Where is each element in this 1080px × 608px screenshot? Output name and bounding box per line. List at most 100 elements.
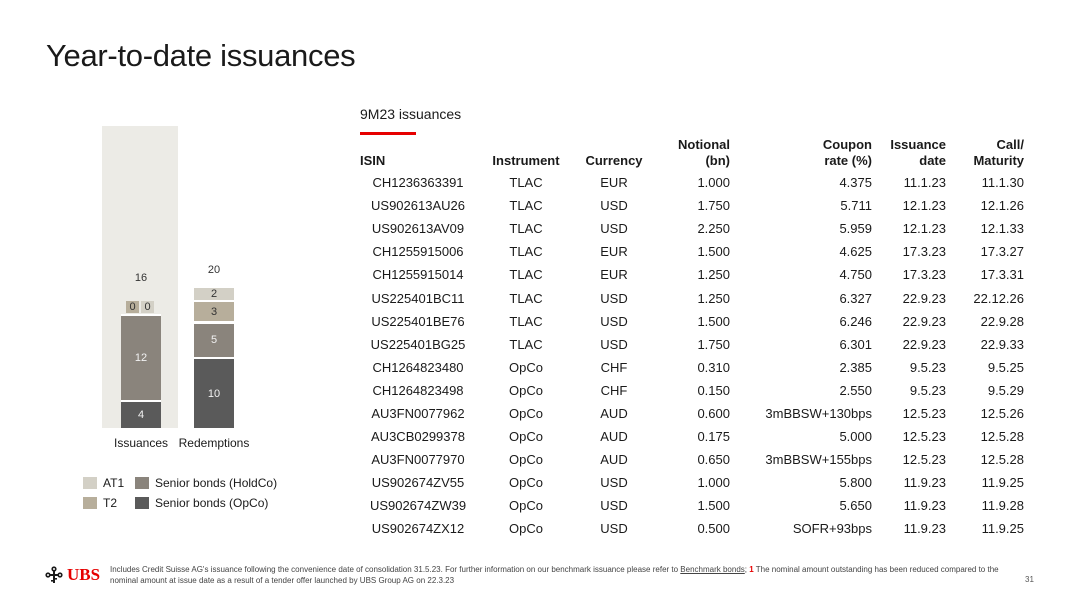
cell-instrument: TLAC — [509, 336, 543, 352]
cell-notional: 1.500 — [697, 313, 730, 329]
bar-segment-issuances-senior-bonds-opco: 4 — [121, 399, 161, 428]
cell-notional: 1.500 — [697, 244, 730, 260]
legend-item-holdco: Senior bonds (HoldCo) — [135, 476, 277, 490]
cell-notional: 0.500 — [697, 521, 730, 537]
cell-issuance-date: 17.3.23 — [902, 244, 946, 260]
cell-issuance-date: 11.9.23 — [903, 475, 946, 491]
cell-currency: USD — [600, 221, 628, 237]
cell-isin: CH1264823480 — [372, 359, 464, 375]
cell-isin: US225401BG25 — [370, 336, 466, 352]
cell-currency: USD — [600, 313, 628, 329]
cell-notional: 0.600 — [697, 405, 730, 421]
cell-maturity: 11.1.30 — [981, 175, 1024, 191]
table-row: US902613AU26 TLAC USD 1.750 5.711 12.1.23 12.1… — [356, 194, 1026, 217]
category-label-redemptions: Redemptions — [178, 436, 250, 450]
cell-coupon: 6.301 — [839, 336, 872, 352]
col-currency: Currency — [585, 153, 643, 168]
table-title: 9M23 issuances — [360, 106, 462, 122]
cell-coupon: 6.246 — [839, 313, 872, 329]
cell-maturity: 17.3.27 — [980, 244, 1024, 260]
stacked-bar-chart: 4 12 0 0 16 Issuances 10 5 3 2 20 Redemptions — [100, 126, 270, 456]
bar-segment-redemptions-senior-bonds-opco: 10 — [194, 357, 234, 428]
cell-coupon: 5.650 — [839, 498, 872, 514]
cell-isin: CH1236363391 — [372, 175, 464, 191]
cell-notional: 1.750 — [697, 198, 730, 214]
legend-swatch-opco — [135, 497, 149, 509]
legend-item-opco: Senior bonds (OpCo) — [135, 496, 268, 510]
cell-instrument: TLAC — [509, 313, 543, 329]
cell-instrument: TLAC — [509, 267, 543, 283]
cell-issuance-date: 22.9.23 — [902, 313, 946, 329]
cell-coupon: 4.625 — [839, 244, 872, 260]
cell-instrument: OpCo — [509, 475, 543, 491]
cell-maturity: 9.5.25 — [987, 359, 1024, 375]
cell-maturity: 9.5.29 — [987, 382, 1024, 398]
title-underline — [360, 132, 416, 135]
cell-coupon: 3mBBSW+155bps — [765, 452, 872, 468]
cell-isin: CH1255915014 — [372, 267, 464, 283]
page-title: Year-to-date issuances — [46, 38, 356, 73]
cell-instrument: TLAC — [509, 175, 543, 191]
cell-isin: AU3FN0077962 — [371, 405, 465, 421]
col-maturity: Call/Maturity — [973, 137, 1024, 168]
table-row: US225401BE76 TLAC USD 1.500 6.246 22.9.23 22.9… — [356, 310, 1026, 333]
cell-notional: 1.000 — [697, 475, 730, 491]
cell-issuance-date: 11.1.23 — [903, 175, 946, 191]
cell-isin: AU3CB0299378 — [371, 429, 465, 445]
col-instrument: Instrument — [492, 153, 560, 168]
cell-currency: EUR — [600, 244, 628, 260]
cell-notional: 1.250 — [697, 290, 730, 306]
table-row: AU3FN0077962 OpCo AUD 0.600 3mBBSW+130bps 12.… — [356, 402, 1026, 425]
cell-instrument: OpCo — [509, 521, 543, 537]
legend-label-holdco: Senior bonds (HoldCo) — [155, 476, 278, 490]
cell-maturity: 12.5.28 — [980, 452, 1024, 468]
cell-maturity: 12.1.26 — [980, 198, 1024, 214]
cell-issuance-date: 12.5.23 — [902, 429, 946, 445]
table-body: CH1236363391 TLAC EUR 1.000 4.375 11.1.23 11.1… — [356, 171, 1026, 541]
col-issuance-date: Issuance date — [890, 137, 946, 168]
cell-maturity: 12.5.26 — [980, 405, 1024, 421]
cell-currency: USD — [600, 521, 628, 537]
cell-issuance-date: 11.9.23 — [903, 521, 946, 537]
issuances-table: ISIN Instrument Currency Notional (bn) Co… — [356, 137, 1026, 541]
cell-instrument: TLAC — [509, 198, 543, 214]
cell-isin: US225401BC11 — [371, 290, 465, 306]
table-row: CH1264823480 OpCo CHF 0.310 2.385 9.5.23 9.5.2… — [356, 356, 1026, 379]
cell-issuance-date: 17.3.23 — [902, 267, 946, 283]
footnote: Includes Credit Suisse AG's issuance fol… — [110, 565, 999, 585]
table-row: US225401BG25 TLAC USD 1.750 6.301 22.9.23 22.9… — [356, 333, 1026, 356]
cell-notional: 0.650 — [697, 452, 730, 468]
cell-currency: USD — [600, 336, 628, 352]
table-row: AU3CB0299378 OpCo AUD 0.175 5.000 12.5.23 12.5… — [356, 425, 1026, 448]
cell-maturity: 22.9.33 — [980, 336, 1024, 352]
cell-maturity: 22.12.26 — [973, 290, 1024, 306]
table-row: US902674ZX12 OpCo USD 0.500 SOFR+93bps 11.9.2… — [356, 517, 1026, 540]
total-label-redemptions: 20 — [207, 264, 221, 276]
cell-issuance-date: 12.5.23 — [902, 405, 946, 421]
cell-issuance-date: 9.5.23 — [909, 382, 946, 398]
legend-label-t2: T2 — [103, 496, 118, 510]
table-row: US902613AV09 TLAC USD 2.250 5.959 12.1.23 12.1… — [356, 217, 1026, 240]
table-row: CH1264823498 OpCo CHF 0.150 2.550 9.5.23 9.5.2… — [356, 379, 1026, 402]
benchmark-bonds-link[interactable]: Benchmark bonds — [680, 565, 745, 574]
cell-maturity: 11.9.25 — [981, 521, 1024, 537]
cell-notional: 1.250 — [697, 267, 730, 283]
total-label-issuances: 16 — [134, 272, 148, 285]
cell-currency: USD — [600, 290, 628, 306]
keys-icon — [45, 566, 63, 583]
cell-maturity: 12.5.28 — [980, 429, 1024, 445]
cell-issuance-date: 11.9.23 — [903, 498, 946, 514]
cell-coupon: SOFR+93bps — [792, 521, 872, 537]
cell-issuance-date: 22.9.23 — [902, 336, 946, 352]
cell-currency: EUR — [600, 267, 628, 283]
ubs-logo: UBS — [44, 565, 100, 585]
cell-notional: 2.250 — [697, 221, 730, 237]
table-row: AU3FN0077970 OpCo AUD 0.650 3mBBSW+155bps 12.… — [356, 448, 1026, 471]
table-row: CH1236363391 TLAC EUR 1.000 4.375 11.1.23 11.1… — [356, 171, 1026, 194]
cell-maturity: 11.9.25 — [981, 475, 1024, 491]
legend-label-at1: AT1 — [103, 476, 125, 490]
cell-isin: AU3FN0077970 — [371, 452, 465, 468]
cell-currency: AUD — [600, 405, 628, 421]
table-row: US225401BC11 TLAC USD 1.250 6.327 22.9.23 22.1… — [356, 286, 1026, 309]
cell-coupon: 5.959 — [839, 221, 872, 237]
